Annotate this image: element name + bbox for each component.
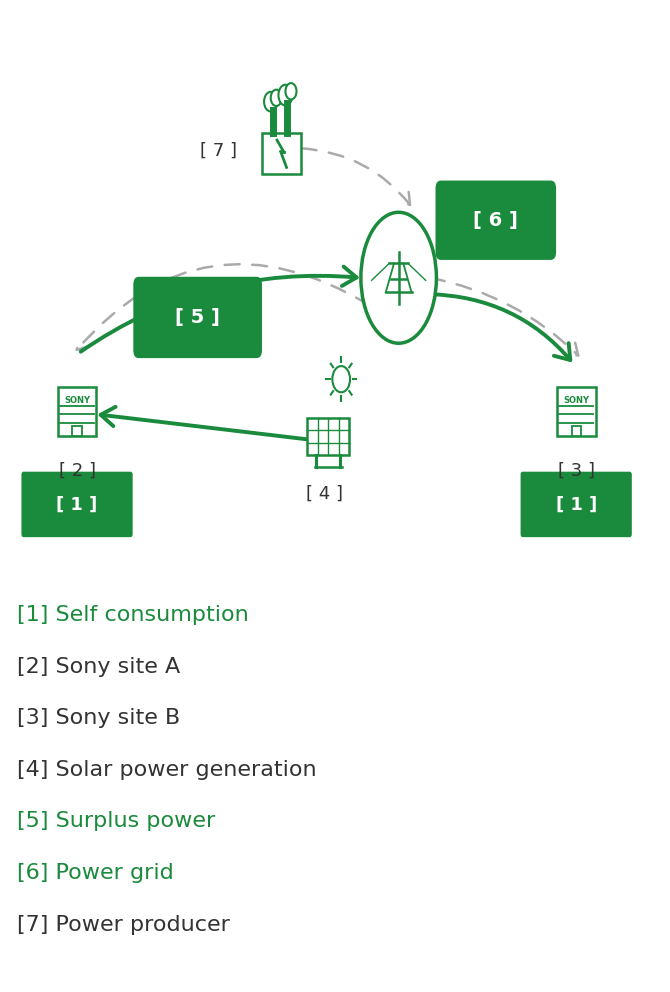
Text: [ 1 ]: [ 1 ] (56, 495, 98, 514)
Ellipse shape (361, 212, 436, 343)
FancyArrowPatch shape (77, 264, 369, 350)
Text: [ 1 ]: [ 1 ] (555, 495, 597, 514)
FancyBboxPatch shape (557, 387, 596, 436)
Text: [2] Sony site A: [2] Sony site A (17, 657, 180, 677)
FancyArrowPatch shape (100, 407, 306, 439)
FancyBboxPatch shape (21, 472, 133, 538)
FancyArrowPatch shape (81, 267, 356, 352)
FancyArrowPatch shape (302, 149, 410, 205)
FancyArrowPatch shape (430, 278, 578, 355)
Circle shape (279, 84, 292, 105)
FancyBboxPatch shape (521, 472, 632, 538)
Text: [ 5 ]: [ 5 ] (176, 308, 220, 327)
Text: [6] Power grid: [6] Power grid (17, 863, 174, 883)
Circle shape (332, 366, 350, 392)
Text: [ 3 ]: [ 3 ] (557, 461, 595, 479)
Text: [1] Self consumption: [1] Self consumption (17, 605, 249, 625)
Text: [4] Solar power generation: [4] Solar power generation (17, 760, 316, 780)
FancyBboxPatch shape (58, 387, 96, 436)
Text: [ 6 ]: [ 6 ] (474, 210, 518, 230)
Text: [3] Sony site B: [3] Sony site B (17, 708, 180, 728)
FancyBboxPatch shape (572, 427, 581, 436)
FancyBboxPatch shape (72, 427, 82, 436)
FancyBboxPatch shape (262, 133, 301, 175)
FancyBboxPatch shape (307, 418, 350, 455)
Text: [ 2 ]: [ 2 ] (58, 461, 96, 479)
Circle shape (285, 83, 297, 99)
FancyBboxPatch shape (133, 277, 262, 358)
Text: SONY: SONY (563, 396, 589, 406)
FancyArrowPatch shape (430, 294, 570, 360)
Text: [ 4 ]: [ 4 ] (306, 485, 343, 503)
Text: [7] Power producer: [7] Power producer (17, 915, 230, 934)
Circle shape (264, 92, 277, 111)
Text: SONY: SONY (64, 396, 90, 406)
Circle shape (271, 89, 282, 106)
Text: [5] Surplus power: [5] Surplus power (17, 811, 215, 831)
Text: [ 7 ]: [ 7 ] (200, 142, 237, 160)
FancyBboxPatch shape (436, 181, 556, 260)
